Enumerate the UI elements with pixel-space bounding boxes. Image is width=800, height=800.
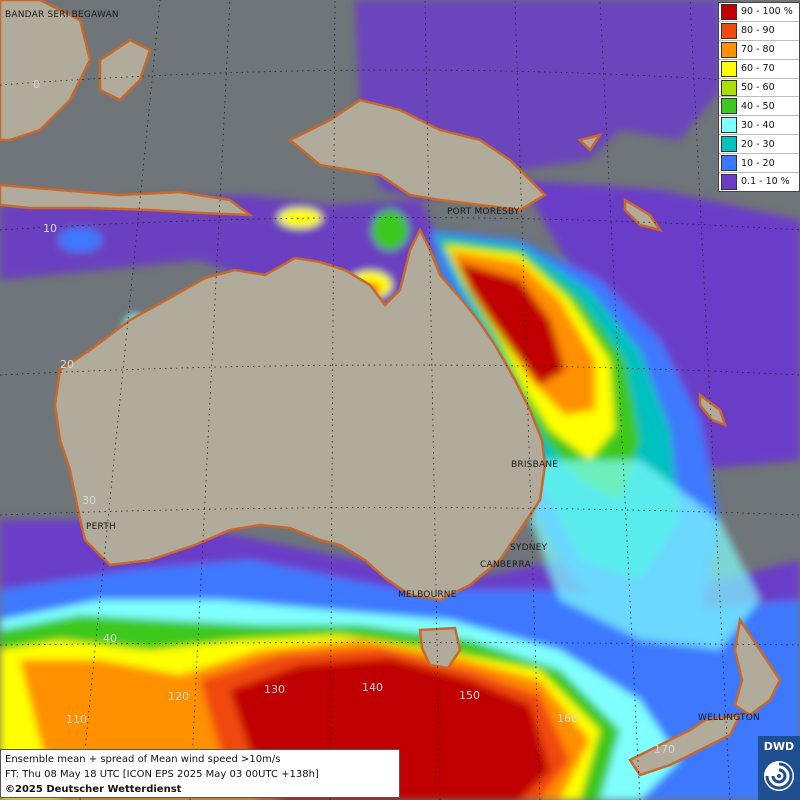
legend-label: 30 - 40	[741, 119, 775, 131]
legend-label: 70 - 80	[741, 44, 775, 56]
city-label-canberra: CANBERRA	[480, 560, 531, 570]
borneo-landmass	[0, 0, 92, 142]
legend-row: 10 - 20	[719, 154, 799, 174]
lon-label-170: 170	[654, 743, 675, 756]
lat-label-0: 0	[33, 78, 40, 91]
legend-row: 60 - 70	[719, 60, 799, 79]
lon-label-120: 120	[168, 690, 189, 703]
legend-row: 30 - 40	[719, 116, 799, 136]
info-title: Ensemble mean + spread of Mean wind spee…	[5, 754, 281, 765]
legend-swatch	[721, 41, 737, 58]
info-copyright: ©2025 Deutscher Wetterdienst	[5, 784, 182, 795]
legend-label: 0.1 - 10 %	[741, 176, 790, 188]
new-guinea-landmass	[287, 98, 548, 212]
lon-label-150: 150	[459, 689, 480, 702]
legend-swatch	[721, 79, 737, 96]
city-label-sydney: SYDNEY	[510, 543, 548, 553]
legend-label: 40 - 50	[741, 100, 775, 112]
new-zealand-north-island	[733, 616, 782, 717]
legend-swatch	[721, 136, 737, 153]
legend-row: 50 - 60	[719, 79, 799, 98]
legend-swatch	[721, 173, 737, 190]
legend-label: 90 - 100 %	[741, 6, 793, 18]
dwd-logo-text: DWD	[763, 740, 795, 753]
lon-label-140: 140	[362, 681, 383, 694]
legend-swatch	[721, 155, 737, 172]
legend-label: 50 - 60	[741, 82, 775, 93]
legend-row: 70 - 80	[719, 41, 799, 60]
legend-label: 60 - 70	[741, 63, 775, 75]
info-forecast-time: FT: Thu 08 May 18 UTC [ICON EPS 2025 May…	[5, 769, 319, 780]
tasmania-landmass	[418, 626, 462, 670]
city-label-wellington: WELLINGTON	[698, 713, 760, 723]
lon-label-130: 130	[264, 683, 285, 696]
lat-label-20: 20	[60, 358, 74, 371]
legend-swatch	[721, 60, 737, 77]
legend-row: 20 - 30	[719, 135, 799, 155]
dwd-logo: DWD	[758, 736, 800, 800]
legend-swatch	[721, 22, 737, 39]
lat-label-40: 40	[103, 632, 117, 645]
city-label-perth: PERTH	[86, 522, 116, 532]
legend-label: 10 - 20	[741, 157, 775, 169]
city-label-brisbane: BRISBANE	[511, 460, 559, 470]
legend-row: 40 - 50	[719, 97, 799, 117]
new-zealand-south-island	[628, 713, 743, 777]
legend-label: 80 - 90	[741, 25, 775, 37]
legend-label: 20 - 30	[741, 138, 775, 150]
lat-label-30: 30	[82, 494, 96, 507]
probability-legend: 90 - 100 % 80 - 90 70 - 80 60 - 70 50 - 60 40…	[718, 2, 800, 192]
city-label-bandar: BANDAR SERI BEGAWAN	[5, 10, 119, 20]
lon-label-160: 160	[557, 712, 578, 725]
landmasses	[0, 0, 782, 777]
legend-swatch	[721, 117, 737, 134]
city-label-melbourne: MELBOURNE	[398, 590, 457, 600]
legend-row: 80 - 90	[719, 22, 799, 41]
legend-swatch	[721, 98, 737, 115]
lon-label-110: 110	[66, 713, 87, 726]
australia-landmass	[53, 227, 547, 602]
dwd-swirl-icon	[764, 761, 794, 791]
info-box: Ensemble mean + spread of Mean wind spee…	[0, 749, 400, 798]
city-label-port-moresby: PORT MORESBY	[447, 207, 520, 217]
legend-row: 90 - 100 %	[719, 3, 799, 22]
legend-row: 0.1 - 10 %	[719, 173, 799, 191]
legend-swatch	[721, 3, 737, 20]
lat-label-10: 10	[43, 222, 57, 235]
